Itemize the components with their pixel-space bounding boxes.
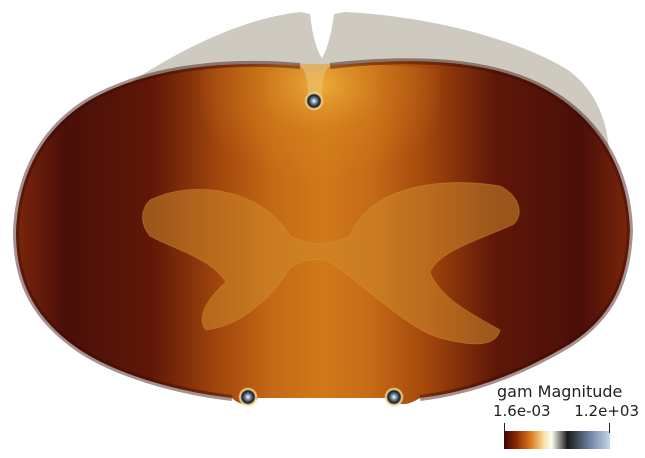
colorbar-min-label: 1.6e-03 [493, 402, 551, 420]
colorbar-gradient [504, 431, 610, 449]
colorbar-max-tick [609, 423, 610, 433]
colorbar-min-tick [504, 423, 505, 433]
colorbar-legend: gam Magnitude 1.6e-03 1.2e+03 [493, 382, 643, 452]
hotspot-bottom-left [238, 387, 258, 407]
rim-band-right [329, 58, 634, 401]
interior-butterfly [142, 182, 520, 345]
hotspot-top [304, 91, 324, 111]
top-glow-region [200, 64, 440, 240]
colorbar-max-label: 1.2e+03 [574, 402, 639, 420]
rim-band [12, 60, 301, 401]
colorbar-title: gam Magnitude [497, 382, 623, 401]
hotspot-bottom-right [384, 387, 404, 407]
